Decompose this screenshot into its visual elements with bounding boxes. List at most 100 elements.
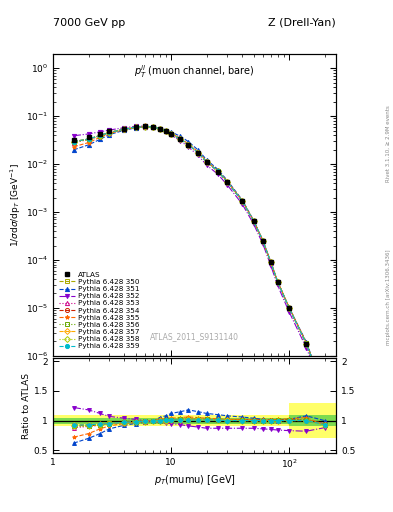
Pythia 6.428 354 (196, 150, 200, 156)
Pythia 6.428 359 (143, 123, 147, 130)
Pythia 6.428 354 (133, 124, 138, 130)
Pythia 6.428 356 (72, 139, 76, 145)
Text: mcplots.cern.ch [arXiv:1306.3436]: mcplots.cern.ch [arXiv:1306.3436] (386, 249, 391, 345)
Pythia 6.428 353 (186, 141, 191, 147)
Pythia 6.428 352 (225, 182, 230, 188)
Pythia 6.428 359 (133, 124, 138, 130)
Pythia 6.428 356 (216, 168, 220, 175)
Pythia 6.428 354 (169, 131, 173, 137)
Pythia 6.428 359 (225, 179, 230, 185)
Pythia 6.428 350 (268, 259, 273, 265)
Pythia 6.428 350 (216, 168, 220, 175)
Pythia 6.428 351 (157, 124, 162, 131)
Pythia 6.428 352 (304, 345, 309, 351)
Pythia 6.428 357 (216, 168, 220, 175)
Pythia 6.428 353 (216, 168, 220, 175)
Pythia 6.428 352 (178, 138, 183, 144)
Pythia 6.428 353 (268, 259, 273, 265)
Pythia 6.428 357 (287, 305, 292, 311)
Pythia 6.428 358 (157, 125, 162, 132)
Line: Pythia 6.428 354: Pythia 6.428 354 (72, 124, 327, 395)
Pythia 6.428 358 (304, 340, 309, 347)
Pythia 6.428 355 (240, 198, 244, 204)
Line: Pythia 6.428 350: Pythia 6.428 350 (72, 124, 327, 395)
Pythia 6.428 352 (163, 129, 168, 135)
Line: Pythia 6.428 353: Pythia 6.428 353 (72, 124, 327, 395)
Pythia 6.428 356 (261, 238, 265, 244)
Pythia 6.428 357 (304, 340, 309, 347)
Bar (53, 415, 289, 426)
Pythia 6.428 359 (107, 130, 112, 136)
Pythia 6.428 351 (322, 389, 327, 395)
Pythia 6.428 353 (86, 137, 91, 143)
Pythia 6.428 356 (157, 125, 162, 132)
Pythia 6.428 358 (196, 150, 200, 156)
Pythia 6.428 350 (178, 136, 183, 142)
Pythia 6.428 351 (240, 197, 244, 203)
Pythia 6.428 356 (268, 259, 273, 265)
Pythia 6.428 351 (204, 157, 209, 163)
Pythia 6.428 351 (97, 136, 102, 142)
Pythia 6.428 354 (107, 130, 112, 136)
Pythia 6.428 356 (275, 279, 280, 285)
Pythia 6.428 358 (122, 126, 127, 133)
Pythia 6.428 359 (196, 150, 200, 156)
Pythia 6.428 355 (122, 126, 127, 133)
Pythia 6.428 358 (287, 305, 292, 311)
Pythia 6.428 353 (251, 218, 256, 224)
Line: Pythia 6.428 356: Pythia 6.428 356 (72, 124, 327, 395)
Pythia 6.428 351 (196, 147, 200, 153)
Pythia 6.428 350 (275, 279, 280, 285)
Pythia 6.428 352 (107, 127, 112, 133)
Pythia 6.428 358 (251, 218, 256, 224)
Pythia 6.428 353 (196, 150, 200, 156)
Pythia 6.428 357 (143, 123, 147, 130)
Pythia 6.428 350 (143, 123, 147, 130)
Pythia 6.428 357 (157, 125, 162, 132)
Pythia 6.428 350 (287, 305, 292, 311)
Pythia 6.428 350 (322, 390, 327, 396)
Text: 7000 GeV pp: 7000 GeV pp (53, 18, 125, 28)
Line: Pythia 6.428 359: Pythia 6.428 359 (72, 124, 327, 395)
Pythia 6.428 359 (240, 198, 244, 204)
Pythia 6.428 352 (122, 125, 127, 131)
Pythia 6.428 355 (72, 144, 76, 150)
Pythia 6.428 359 (287, 305, 292, 311)
Pythia 6.428 353 (157, 125, 162, 132)
Pythia 6.428 353 (169, 131, 173, 137)
Pythia 6.428 359 (97, 133, 102, 139)
Pythia 6.428 352 (322, 391, 327, 397)
Pythia 6.428 353 (204, 159, 209, 165)
Pythia 6.428 351 (216, 166, 220, 173)
Pythia 6.428 355 (157, 125, 162, 131)
Pythia 6.428 355 (178, 135, 183, 141)
Pythia 6.428 357 (86, 136, 91, 142)
Pythia 6.428 351 (186, 138, 191, 144)
Pythia 6.428 350 (169, 131, 173, 137)
Pythia 6.428 358 (86, 136, 91, 142)
Pythia 6.428 356 (240, 198, 244, 204)
Pythia 6.428 356 (322, 390, 327, 396)
Pythia 6.428 352 (169, 132, 173, 138)
Pythia 6.428 354 (163, 128, 168, 134)
Pythia 6.428 357 (169, 131, 173, 137)
Pythia 6.428 357 (204, 159, 209, 165)
Pythia 6.428 355 (268, 259, 273, 265)
Pythia 6.428 358 (143, 123, 147, 130)
Pythia 6.428 356 (186, 141, 191, 147)
Pythia 6.428 354 (304, 340, 309, 347)
Pythia 6.428 358 (240, 198, 244, 204)
Pythia 6.428 352 (86, 131, 91, 137)
Pythia 6.428 355 (204, 158, 209, 164)
Line: Pythia 6.428 357: Pythia 6.428 357 (72, 124, 327, 395)
Pythia 6.428 356 (196, 150, 200, 156)
Pythia 6.428 355 (169, 131, 173, 137)
Pythia 6.428 359 (122, 126, 127, 132)
Pythia 6.428 354 (122, 126, 127, 132)
Pythia 6.428 351 (107, 132, 112, 138)
Y-axis label: Ratio to ATLAS: Ratio to ATLAS (22, 373, 31, 439)
Line: Pythia 6.428 355: Pythia 6.428 355 (72, 124, 327, 395)
Pythia 6.428 356 (251, 218, 256, 224)
Pythia 6.428 357 (261, 238, 265, 244)
Pythia 6.428 354 (225, 179, 230, 185)
